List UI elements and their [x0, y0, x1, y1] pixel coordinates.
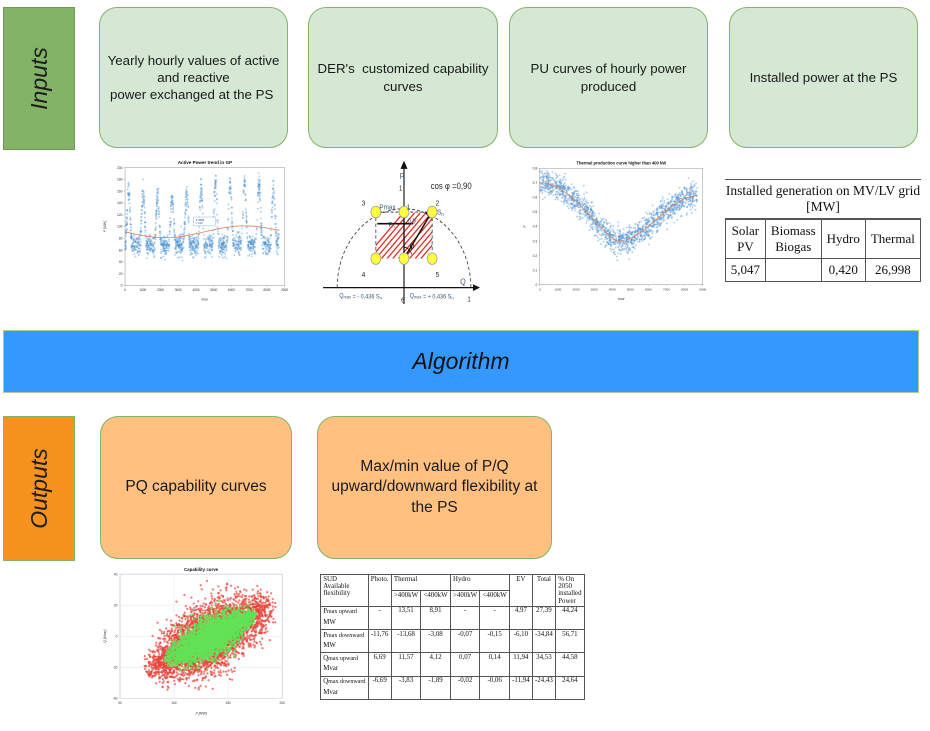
svg-text:P [MW]: P [MW]: [195, 712, 207, 716]
svg-text:3: 3: [362, 200, 366, 208]
svg-text:60: 60: [119, 248, 123, 252]
svg-text:Thermal production curve highe: Thermal production curve higher than 400…: [576, 160, 666, 165]
svg-text:-40: -40: [113, 697, 118, 701]
svg-text:P [MW]: P [MW]: [103, 220, 107, 232]
svg-text:0: 0: [539, 287, 541, 291]
svg-text:1000: 1000: [554, 287, 561, 291]
svg-text:1: 1: [399, 185, 403, 193]
svg-text:5: 5: [436, 271, 440, 279]
svg-text:0.8: 0.8: [533, 166, 538, 170]
svg-text:φ: φ: [410, 241, 415, 251]
svg-text:8000: 8000: [681, 287, 688, 291]
svg-text:Pmax: Pmax: [379, 204, 396, 212]
svg-text:0.6: 0.6: [533, 196, 538, 200]
svg-text:Active Power trend in GP: Active Power trend in GP: [178, 160, 232, 165]
svg-text:140: 140: [117, 201, 123, 205]
svg-text:200: 200: [279, 701, 285, 705]
svg-text:hour: hour: [618, 297, 626, 301]
svg-text:1: 1: [407, 204, 411, 212]
svg-text:Q: Q: [460, 277, 465, 287]
svg-text:5000: 5000: [627, 287, 634, 291]
svg-text:9000: 9000: [699, 287, 706, 291]
svg-text:0: 0: [124, 288, 126, 292]
svg-text:6000: 6000: [228, 288, 235, 292]
svg-text:-20: -20: [113, 666, 118, 670]
svg-text:8000: 8000: [263, 288, 270, 292]
svg-text:9000: 9000: [281, 288, 288, 292]
svg-text:Qmax = - 0,436 Sn: Qmax = - 0,436 Sn: [339, 293, 382, 301]
svg-text:0: 0: [116, 634, 118, 638]
svg-text:100: 100: [117, 225, 123, 229]
svg-text:1: 1: [467, 296, 471, 304]
svg-text:1000: 1000: [139, 288, 146, 292]
svg-text:3000: 3000: [175, 288, 182, 292]
svg-text:P: P: [400, 171, 405, 181]
svg-text:2: 2: [436, 200, 440, 208]
svg-text:0.5: 0.5: [533, 210, 538, 214]
svg-text:4: 4: [362, 271, 366, 279]
svg-text:100: 100: [171, 701, 177, 705]
svg-text:0.1: 0.1: [533, 268, 538, 272]
svg-text:150: 150: [225, 701, 231, 705]
svg-text:3000: 3000: [591, 287, 598, 291]
svg-text:4000: 4000: [609, 287, 616, 291]
svg-text:0.7: 0.7: [533, 181, 538, 185]
svg-text:Q [Mvar]: Q [Mvar]: [103, 629, 107, 643]
svg-text:20: 20: [119, 272, 123, 276]
svg-text:200: 200: [117, 166, 123, 170]
svg-text:0.4: 0.4: [533, 225, 538, 229]
svg-text:40: 40: [119, 260, 123, 264]
svg-text:180: 180: [117, 178, 123, 182]
svg-text:0,9: 0,9: [408, 218, 417, 226]
svg-text:2000: 2000: [573, 287, 580, 291]
svg-text:X 4054: X 4054: [196, 218, 205, 222]
svg-text:Y 108: Y 108: [196, 221, 204, 225]
svg-text:hour: hour: [201, 298, 209, 302]
svg-text:40: 40: [114, 572, 118, 576]
svg-text:cos φ =0,90: cos φ =0,90: [431, 180, 472, 191]
svg-text:2000: 2000: [157, 288, 164, 292]
svg-text:7000: 7000: [246, 288, 253, 292]
svg-text:0: 0: [535, 283, 537, 287]
svg-text:6: 6: [401, 297, 405, 304]
svg-text:0.3: 0.3: [533, 239, 538, 243]
svg-text:Qmax = + 0,436 Sn: Qmax = + 0,436 Sn: [410, 293, 454, 301]
svg-text:0.2: 0.2: [533, 254, 538, 258]
svg-text:20: 20: [114, 603, 118, 607]
svg-text:5000: 5000: [210, 288, 217, 292]
svg-text:120: 120: [117, 213, 123, 217]
svg-text:7000: 7000: [663, 287, 670, 291]
svg-text:50: 50: [118, 701, 122, 705]
svg-text:Capability curve: Capability curve: [184, 567, 219, 572]
svg-text:160: 160: [117, 189, 123, 193]
svg-text:4000: 4000: [192, 288, 199, 292]
svg-text:80: 80: [119, 237, 123, 241]
svg-text:6000: 6000: [645, 287, 652, 291]
svg-text:0: 0: [121, 284, 123, 288]
